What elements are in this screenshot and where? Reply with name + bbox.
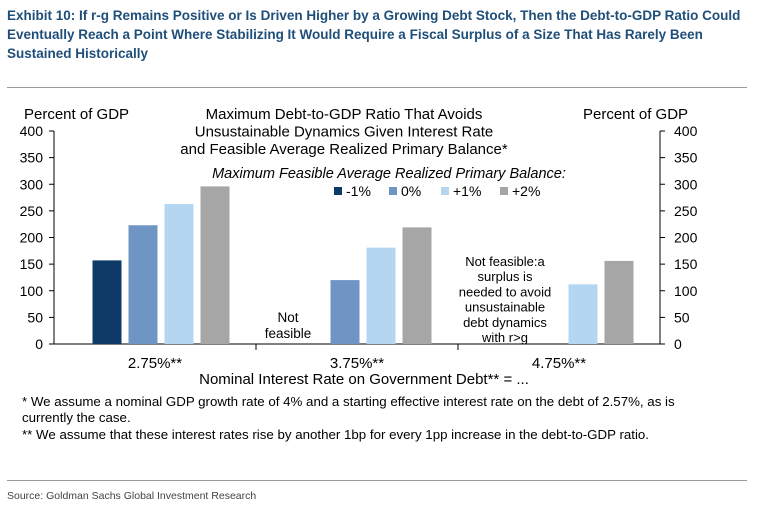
bar — [366, 247, 396, 344]
x-tick-label: 3.75%** — [330, 355, 384, 372]
chart-title-line: Unsustainable Dynamics Given Interest Ra… — [195, 124, 493, 141]
y-tick-label-left: 100 — [20, 283, 44, 299]
legend-swatch — [389, 187, 397, 195]
legend-swatch — [500, 187, 508, 195]
y-tick-label-right: 300 — [674, 176, 698, 192]
bar — [568, 284, 598, 344]
annotation-not-feasible-surplus: unsustainable — [465, 300, 545, 315]
chart-title-line: Maximum Debt-to-GDP Ratio That Avoids — [206, 106, 483, 123]
y-tick-label-right: 100 — [674, 283, 698, 299]
bar — [330, 280, 360, 344]
bar — [402, 227, 432, 344]
x-tick-label: 2.75%** — [128, 355, 182, 372]
bar — [128, 225, 158, 344]
bar — [604, 260, 634, 344]
annotation-not-feasible: feasible — [265, 326, 312, 341]
y-tick-label-left: 50 — [27, 309, 43, 325]
bar — [200, 186, 230, 344]
y-tick-label-right: 350 — [674, 150, 698, 166]
y-tick-label-right: 250 — [674, 203, 698, 219]
bar — [164, 203, 194, 344]
legend-swatch — [441, 187, 449, 195]
y-axis-label-right: Percent of GDP — [583, 106, 688, 123]
debt-to-gdp-chart: 0 0 50 50 100 100 150 150 200 200 250 250 300 300 350 3… — [20, 106, 698, 388]
legend-title: Maximum Feasible Average Realized Primar… — [212, 166, 566, 182]
annotation-not-feasible-surplus: needed to avoid — [459, 284, 552, 299]
y-tick-label-left: 0 — [35, 336, 43, 352]
x-axis-label: Nominal Interest Rate on Government Debt… — [199, 371, 529, 388]
y-tick-label-right: 50 — [674, 309, 690, 325]
legend-label: 0% — [401, 183, 421, 199]
annotation-not-feasible-surplus: surplus is — [478, 269, 533, 284]
y-tick-label-left: 150 — [20, 256, 44, 272]
source-note: Source: Goldman Sachs Global Investment … — [7, 490, 257, 502]
legend-label: -1% — [346, 183, 371, 199]
y-tick-label-right: 0 — [674, 336, 682, 352]
annotation-not-feasible: Not — [277, 310, 298, 325]
legend-label: +2% — [512, 183, 540, 199]
y-axis-label-left: Percent of GDP — [24, 106, 129, 123]
y-tick-label-right: 200 — [674, 230, 698, 246]
bar — [92, 260, 122, 344]
y-tick-label-left: 200 — [20, 230, 44, 246]
annotation-not-feasible-surplus: Not feasible:a — [465, 254, 545, 269]
footnote-interest-assumption: ** We assume that these interest rates r… — [22, 427, 650, 442]
y-tick-label-right: 150 — [674, 256, 698, 272]
y-tick-label-left: 350 — [20, 150, 44, 166]
y-tick-label-right: 400 — [674, 123, 698, 139]
annotation-not-feasible-surplus: debt dynamics — [463, 315, 547, 330]
exhibit-title: Exhibit 10: If r-g Remains Positive or I… — [7, 8, 741, 61]
y-tick-label-left: 300 — [20, 176, 44, 192]
y-tick-label-left: 250 — [20, 203, 44, 219]
bottom-divider — [7, 480, 747, 481]
annotation-not-feasible-surplus: with r>g — [481, 330, 528, 345]
top-divider — [7, 87, 747, 88]
footnote-growth-assumption: * We assume a nominal GDP growth rate of… — [22, 394, 675, 425]
legend-swatch — [334, 187, 342, 195]
legend-label: +1% — [453, 183, 481, 199]
x-tick-label: 4.75%** — [532, 355, 586, 372]
y-tick-label-left: 400 — [20, 123, 44, 139]
chart-title-line: and Feasible Average Realized Primary Ba… — [180, 141, 508, 158]
